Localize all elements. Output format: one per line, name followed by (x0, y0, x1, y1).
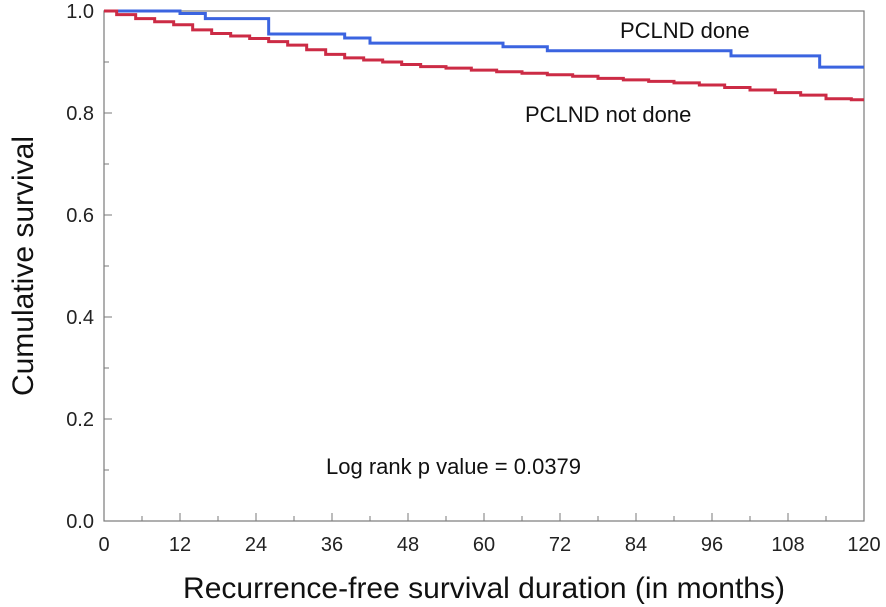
x-axis-ticks: 0 12 24 36 48 60 72 84 96 108 120 (98, 513, 881, 556)
y-tick-label: 0.2 (66, 409, 94, 431)
x-tick-label: 60 (473, 534, 495, 556)
series-layer (104, 9, 864, 102)
x-tick-label: 36 (321, 534, 343, 556)
series-line-pclnd-not-done (104, 9, 864, 102)
label-pclnd-not-done: PCLND not done (525, 102, 691, 127)
x-tick-label: 72 (549, 534, 571, 556)
x-tick-label: 48 (397, 534, 419, 556)
x-tick-label: 24 (245, 534, 267, 556)
x-tick-label: 108 (771, 534, 804, 556)
y-axis-title: Cumulative survival (7, 136, 40, 396)
y-tick-label: 1.0 (66, 1, 94, 23)
x-axis-title: Recurrence-free survival duration (in mo… (183, 572, 785, 605)
y-axis-ticks: 0.0 0.2 0.4 0.6 0.8 1.0 (66, 1, 112, 533)
y-tick-label: 0.6 (66, 205, 94, 227)
y-tick-label: 0.8 (66, 103, 94, 125)
y-tick-label: 0.4 (66, 307, 94, 329)
x-tick-label: 0 (98, 534, 109, 556)
x-tick-label: 120 (847, 534, 880, 556)
plot-frame (103, 10, 865, 522)
x-tick-label: 96 (701, 534, 723, 556)
label-pclnd-done: PCLND done (620, 18, 750, 43)
x-tick-label: 12 (169, 534, 191, 556)
y-tick-label: 0.0 (66, 511, 94, 533)
series-line-pclnd-done (104, 9, 864, 69)
log-rank-pvalue: Log rank p value = 0.0379 (326, 454, 581, 479)
x-tick-label: 84 (625, 534, 647, 556)
